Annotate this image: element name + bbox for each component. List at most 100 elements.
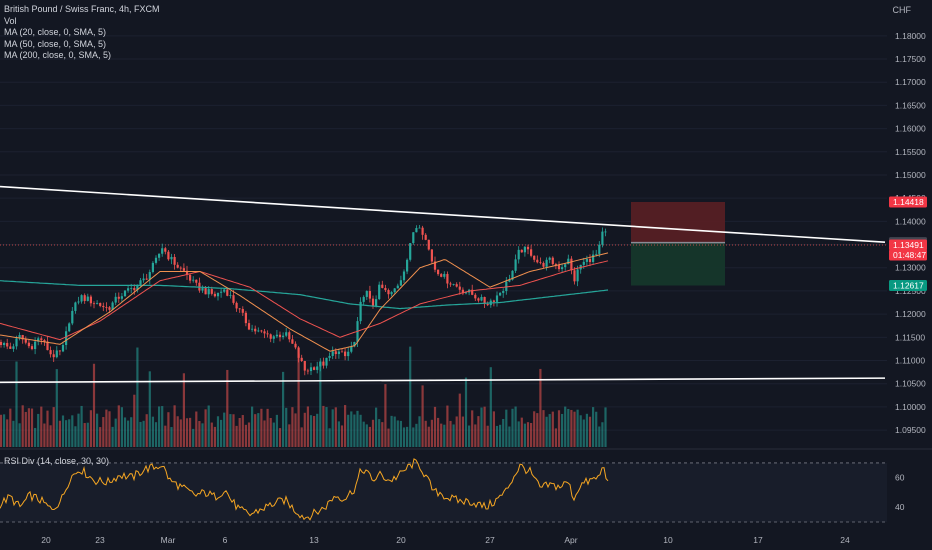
candle <box>313 366 316 371</box>
ma-200-label[interactable]: MA (200, close, 0, SMA, 5) <box>4 50 112 60</box>
candle-body <box>182 268 185 271</box>
candle-body <box>536 259 539 263</box>
ma-50-label[interactable]: MA (50, close, 0, SMA, 5) <box>4 38 107 49</box>
candle-body <box>145 278 148 280</box>
candle-body <box>235 302 238 309</box>
volume-bar <box>297 353 300 447</box>
candle-body <box>238 308 241 310</box>
volume-bar <box>604 407 607 447</box>
rsi-band <box>0 462 887 522</box>
candle <box>294 341 297 350</box>
ma-20-label[interactable]: MA (20, close, 0, SMA, 5) <box>4 27 107 37</box>
candle-body <box>511 270 514 280</box>
volume-bar <box>530 422 533 447</box>
volume-bar <box>282 371 285 447</box>
candle <box>161 243 164 257</box>
volume-bar <box>257 413 260 447</box>
candle-body <box>229 295 232 296</box>
candle-body <box>244 312 247 324</box>
candle <box>27 339 30 349</box>
volume-bar <box>37 413 40 447</box>
candle <box>74 301 77 314</box>
volume-bar <box>238 417 241 447</box>
candle <box>182 263 185 272</box>
volume-bar <box>49 425 52 447</box>
candle-body <box>83 295 86 301</box>
volume-bar <box>220 419 223 447</box>
volume-bar <box>114 418 117 447</box>
volume-bar <box>319 361 322 447</box>
stop-loss-zone[interactable] <box>631 201 725 243</box>
price-badge <box>889 280 927 292</box>
volume-bar <box>86 422 89 447</box>
candle-body <box>306 370 309 372</box>
candle <box>220 288 223 298</box>
candle-body <box>313 367 316 370</box>
candle-body <box>133 288 136 291</box>
trendlines[interactable] <box>0 185 886 384</box>
time-tick: Mar <box>161 535 176 545</box>
candle-body <box>65 331 68 345</box>
candle-body <box>99 303 102 306</box>
trendline <box>0 185 886 244</box>
candle-body <box>210 289 213 294</box>
volume-bar <box>269 417 272 447</box>
volume-bar <box>585 413 588 447</box>
candle-body <box>530 249 533 256</box>
candle <box>458 281 461 295</box>
volume-bar <box>561 413 564 447</box>
candle-body <box>46 341 49 351</box>
candle-body <box>213 293 216 297</box>
candle-body <box>319 361 322 367</box>
candle <box>229 290 232 299</box>
volume-bar <box>325 407 328 447</box>
candle-body <box>554 264 557 266</box>
candle-body <box>418 227 421 229</box>
candle-body <box>437 269 440 275</box>
candle <box>480 294 483 302</box>
candle <box>495 291 499 307</box>
volume-bar <box>424 420 427 447</box>
rsi-label[interactable]: RSI Div (14, close, 30, 30) <box>4 456 110 466</box>
rsi-pane <box>0 458 887 523</box>
candle-body <box>545 259 548 267</box>
candle <box>30 344 34 351</box>
candle <box>89 294 92 307</box>
volume-bar <box>167 412 170 447</box>
volume-bar <box>539 368 542 447</box>
candle-body <box>220 291 223 293</box>
symbol-title[interactable]: British Pound / Swiss Franc, 4h, FXCM <box>4 4 160 14</box>
candle <box>65 326 68 350</box>
volume-bar <box>148 371 151 447</box>
volume-bar <box>77 413 80 447</box>
volume-bar <box>164 425 167 447</box>
candle <box>325 357 328 369</box>
candle-body <box>567 258 570 265</box>
candle <box>402 269 406 284</box>
price-badge-label: 01:48:47 <box>893 250 926 260</box>
candle <box>275 329 278 339</box>
volume-label[interactable]: Vol <box>4 15 17 26</box>
volume-bar <box>477 416 480 447</box>
time-tick: Apr <box>564 535 577 545</box>
price-badge <box>889 239 927 251</box>
volume-bar <box>433 406 437 447</box>
candle <box>387 288 390 299</box>
volume-bar <box>412 427 415 447</box>
price-tick: 1.16500 <box>895 100 926 110</box>
trendline <box>0 377 886 384</box>
candle-body <box>517 249 520 260</box>
volume-bar <box>151 416 154 447</box>
candle <box>520 249 523 253</box>
volume-bar <box>61 415 65 447</box>
volume-bar <box>598 426 601 447</box>
candle-body <box>592 254 595 262</box>
candle <box>266 330 269 338</box>
take-profit-zone[interactable] <box>631 242 725 286</box>
candle-body <box>477 298 480 301</box>
price-axis[interactable]: 1.18000 1.17500 1.17000 1.16500 1.16000 1.155… <box>895 31 926 512</box>
candle <box>201 285 204 293</box>
time-axis[interactable]: 20 23 Mar 6 13 20 27 Apr 10 17 24 <box>41 535 850 545</box>
candle-body <box>161 248 164 254</box>
